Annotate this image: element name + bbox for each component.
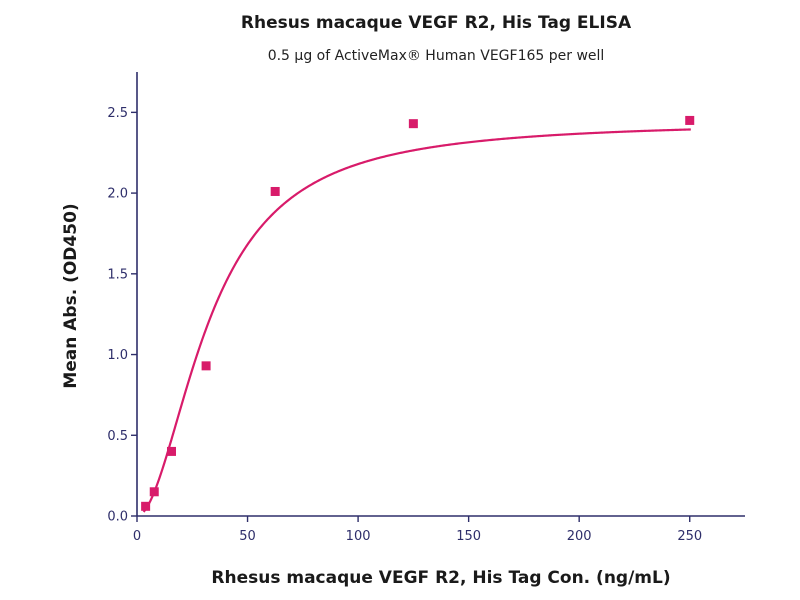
y-tick-label: 0.0 <box>107 510 128 525</box>
chart-title: Rhesus macaque VEGF R2, His Tag ELISA <box>241 13 632 33</box>
data-point <box>408 119 418 129</box>
y-tick-label: 1.5 <box>107 267 128 282</box>
y-tick-label: 1.0 <box>107 348 128 363</box>
data-point <box>141 501 151 511</box>
axes <box>136 72 745 517</box>
x-tick-label: 0 <box>133 529 141 544</box>
data-point <box>685 115 695 125</box>
y-tick-label: 0.5 <box>107 429 128 444</box>
data-point <box>270 186 280 196</box>
x-axis-label: Rhesus macaque VEGF R2, His Tag Con. (ng… <box>211 568 670 588</box>
x-tick-label: 200 <box>567 529 592 544</box>
data-point <box>166 446 176 456</box>
y-tick-label: 2.0 <box>107 187 128 202</box>
x-tick-label: 250 <box>677 529 702 544</box>
x-tick-label: 100 <box>346 529 371 544</box>
y-tick-label: 2.5 <box>107 106 128 121</box>
chart-subtitle: 0.5 µg of ActiveMax® Human VEGF165 per w… <box>268 48 605 64</box>
data-points <box>141 115 695 511</box>
data-point <box>149 487 159 497</box>
fitted-curve <box>142 128 691 513</box>
x-tick-label: 150 <box>456 529 481 544</box>
x-ticks: 0 50 100 150 200 250 <box>133 516 702 544</box>
y-axis-label: Mean Abs. (OD450) <box>61 203 81 388</box>
x-tick-label: 50 <box>239 529 256 544</box>
data-point <box>201 361 211 371</box>
y-ticks: 0.0 0.5 1.0 1.5 2.0 2.5 <box>107 106 137 525</box>
